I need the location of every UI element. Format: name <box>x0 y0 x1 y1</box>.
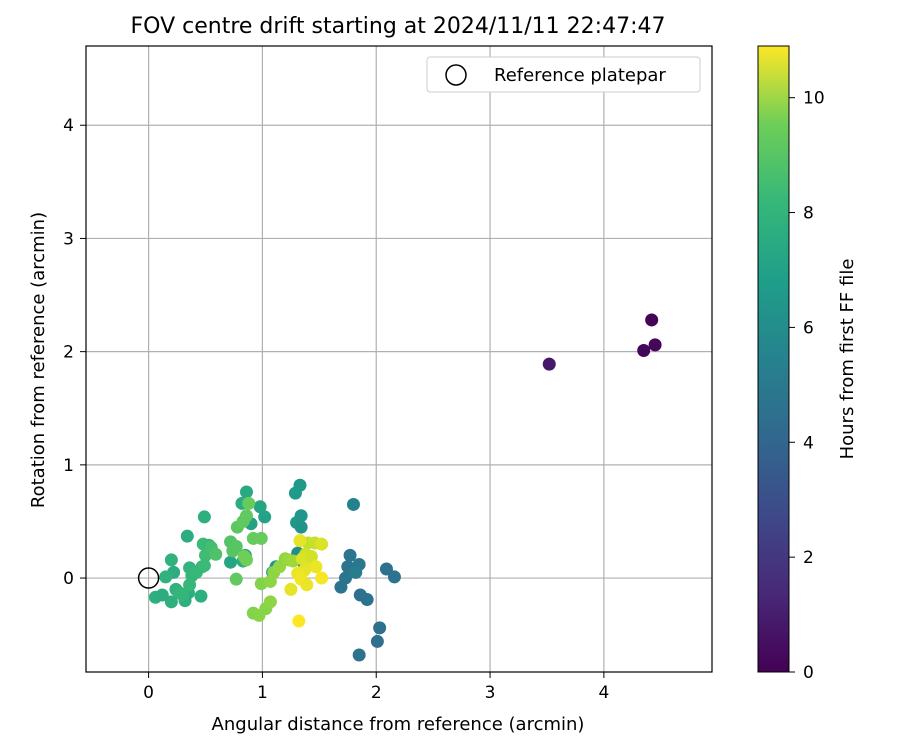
colorbar: 0 2 4 6 8 10 Hours from first FF file <box>757 45 858 683</box>
data-point <box>176 588 190 602</box>
data-point <box>209 547 223 561</box>
colorbar-label: Hours from first FF file <box>837 259 858 460</box>
x-tick-label: 2 <box>371 683 382 703</box>
colorbar-tick-label: 10 <box>803 89 825 109</box>
data-point <box>239 553 253 567</box>
data-point <box>315 571 329 585</box>
data-point <box>180 529 194 543</box>
x-tick-label: 4 <box>598 683 609 703</box>
colorbar-tick-label: 0 <box>803 663 814 683</box>
data-point <box>292 614 306 628</box>
colorbar-ticks: 0 2 4 6 8 10 <box>789 89 825 683</box>
data-point <box>648 338 662 352</box>
data-point <box>349 565 363 579</box>
points-layer <box>137 313 662 662</box>
data-point <box>334 580 348 594</box>
colorbar-tick-label: 4 <box>803 433 814 453</box>
colorbar-tick-label: 6 <box>803 318 814 338</box>
data-point <box>352 648 366 662</box>
data-point <box>197 510 211 524</box>
data-point <box>194 589 208 603</box>
y-tick-label: 4 <box>63 116 74 136</box>
data-point <box>315 537 329 551</box>
y-axis-label: Rotation from reference (arcmin) <box>28 212 49 508</box>
data-point <box>645 313 659 327</box>
plot-frame <box>85 45 713 673</box>
data-point <box>239 485 253 499</box>
y-tick-label: 0 <box>63 569 74 589</box>
data-point <box>379 562 393 576</box>
x-tick-label: 0 <box>143 683 154 703</box>
legend-marker-icon <box>445 64 467 86</box>
data-point <box>258 510 272 524</box>
data-point <box>284 582 298 596</box>
reference-marker <box>137 567 160 589</box>
data-point <box>370 634 384 648</box>
data-point <box>254 531 268 545</box>
data-point <box>229 572 243 586</box>
data-point <box>288 486 302 500</box>
data-point <box>164 595 178 609</box>
data-point <box>242 496 256 510</box>
colorbar-tick-label: 2 <box>803 548 814 568</box>
data-point <box>373 621 387 635</box>
data-point <box>293 534 307 548</box>
chart-title: FOV centre drift starting at 2024/11/11 … <box>131 14 666 39</box>
data-point <box>159 570 173 584</box>
axes-layer: 0 1 2 3 4 0 1 2 3 4 <box>63 45 713 703</box>
y-tick-label: 1 <box>63 456 74 476</box>
legend-box <box>426 56 701 93</box>
data-point <box>239 509 253 523</box>
data-point <box>542 357 556 371</box>
data-point <box>197 559 211 573</box>
data-point <box>387 570 401 584</box>
legend-label: Reference platepar <box>494 65 666 86</box>
data-point <box>637 344 651 358</box>
y-tick-label: 2 <box>63 343 74 363</box>
data-point <box>253 500 267 514</box>
data-point <box>263 595 277 609</box>
data-point <box>360 593 374 607</box>
colorbar-gradient <box>757 45 790 673</box>
x-tick-label: 3 <box>485 683 496 703</box>
data-point <box>294 520 308 534</box>
data-point <box>300 578 314 592</box>
data-point <box>343 548 357 562</box>
x-axis-label: Angular distance from reference (arcmin) <box>212 714 585 735</box>
data-point <box>309 560 323 574</box>
legend: Reference platepar <box>426 56 701 93</box>
colorbar-tick-label: 8 <box>803 204 814 224</box>
data-point <box>164 553 178 567</box>
data-point <box>229 539 243 553</box>
data-point <box>224 555 238 569</box>
data-point <box>346 497 360 511</box>
data-point <box>304 550 318 564</box>
data-point <box>183 578 197 592</box>
y-tick-label: 3 <box>63 229 74 249</box>
x-tick-label: 1 <box>257 683 268 703</box>
data-point <box>155 588 169 602</box>
